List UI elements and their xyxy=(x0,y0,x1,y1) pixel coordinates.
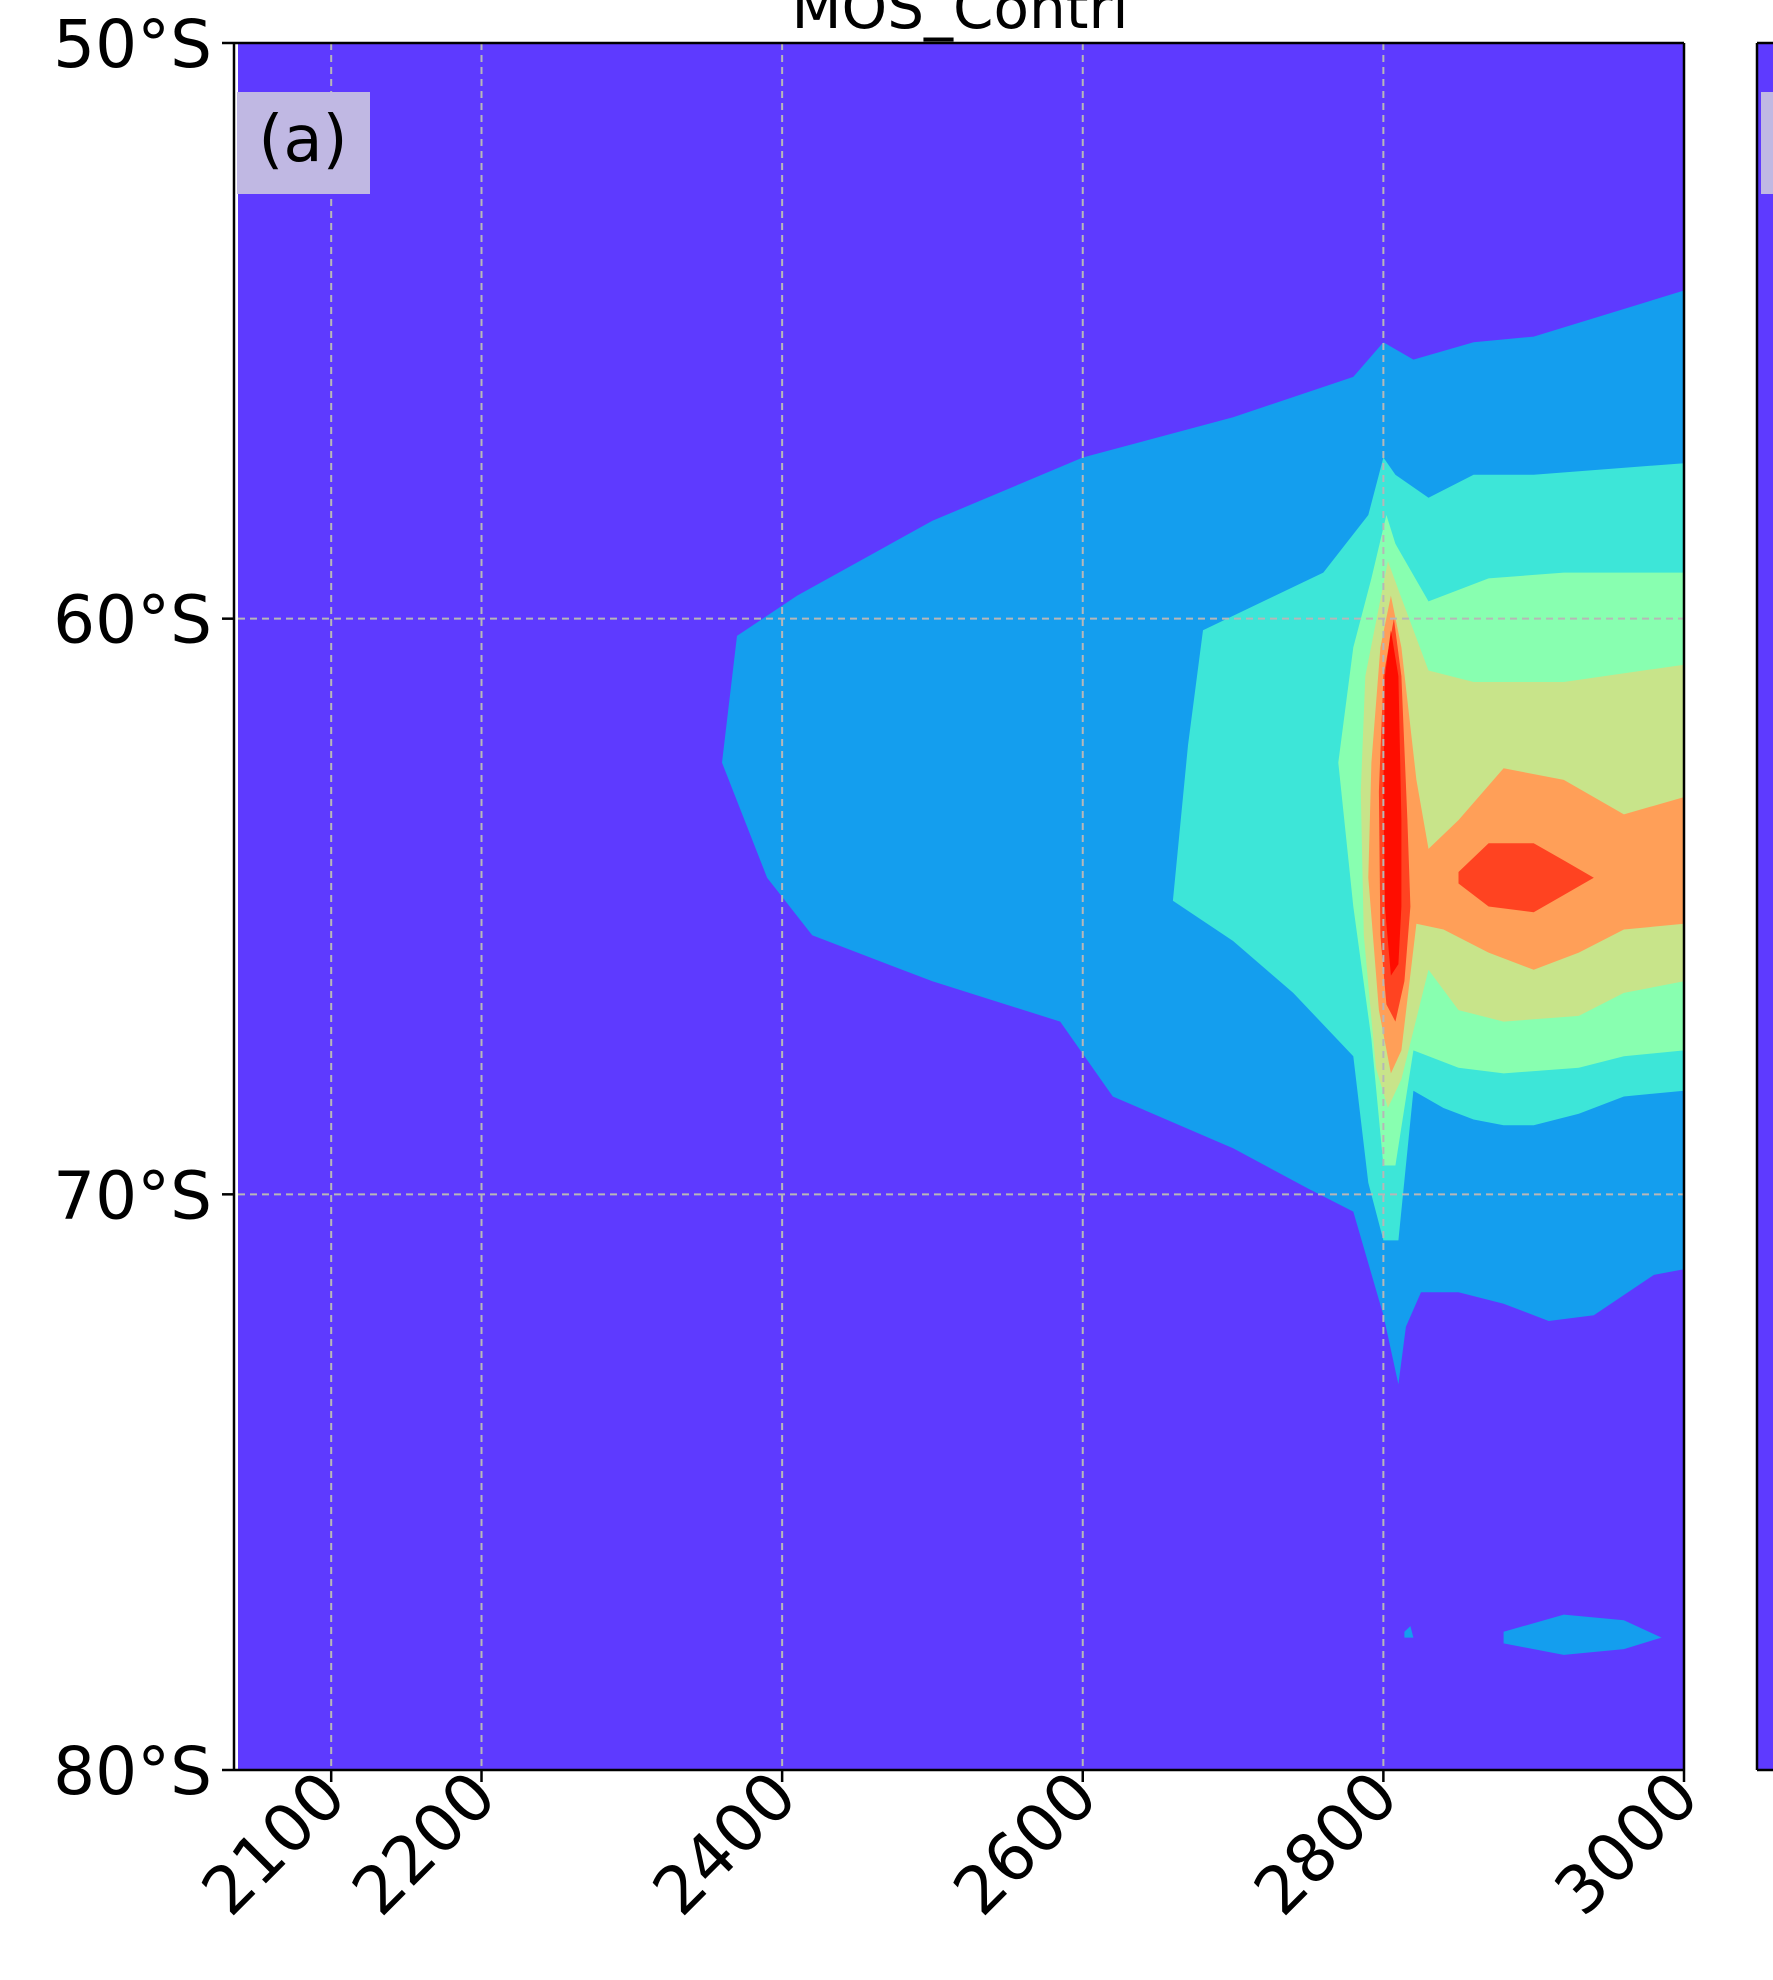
adjacent-panel-label-box xyxy=(1761,92,1773,194)
contour-layer xyxy=(722,290,1684,1655)
contour-region-level1 xyxy=(1404,1626,1414,1638)
x-tick-label: 2600 xyxy=(939,1757,1112,1930)
adjacent-panel-edge xyxy=(1755,41,1773,1772)
panel-label-box xyxy=(237,92,370,194)
gridlines xyxy=(238,43,1684,1770)
x-tick-label: 2800 xyxy=(1239,1757,1412,1930)
contour-region-level1 xyxy=(1503,1614,1662,1655)
panel-label: (a) xyxy=(237,92,370,194)
contour-region-level6 xyxy=(1458,843,1594,913)
contour-region-level7 xyxy=(1383,630,1402,976)
adjacent-panel-plot xyxy=(1757,43,1773,1770)
x-tick-label: 2200 xyxy=(338,1757,511,1930)
y-tick-label: 80°S xyxy=(53,1733,212,1810)
panel-label-text: (a) xyxy=(258,103,347,177)
y-tick-label: 60°S xyxy=(53,582,212,659)
x-tick-label: 2100 xyxy=(187,1757,360,1930)
chart-title: MOS_Contri xyxy=(792,0,1129,42)
y-axis: 50°S 60°S 70°S 80°S xyxy=(53,6,234,1810)
axes-frame xyxy=(232,41,1686,1772)
contour-region-level5 xyxy=(1368,595,1684,1074)
x-tick-label: 2400 xyxy=(638,1757,811,1930)
y-tick-label: 70°S xyxy=(53,1157,212,1234)
x-tick-label: 3000 xyxy=(1540,1757,1713,1930)
y-tick-label: 50°S xyxy=(53,6,212,83)
